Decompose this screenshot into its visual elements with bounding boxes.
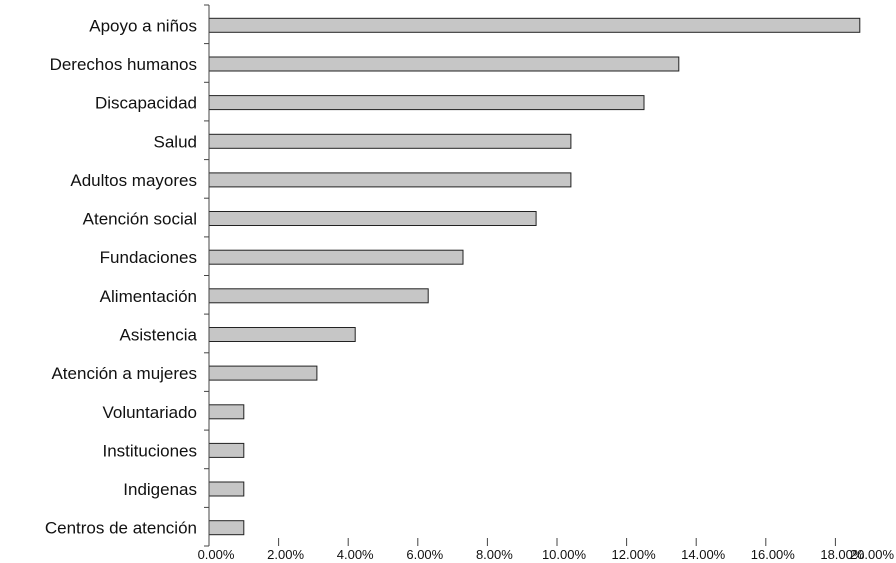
x-tick-label: 2.00% [267, 547, 304, 562]
x-tick-label: 18.00% [820, 547, 865, 562]
bar [208, 365, 318, 381]
category-label: Adultos mayores [70, 171, 197, 190]
category-label: Derechos humanos [50, 55, 197, 74]
category-labels: Apoyo a niños Derechos humanos Discapacida… [45, 16, 198, 537]
category-label: Alimentación [100, 287, 197, 306]
x-tick-label: 12.00% [612, 547, 657, 562]
category-label: Centros de atención [45, 519, 197, 538]
x-tick-label: 0.00% [198, 547, 235, 562]
x-tick-labels: 0.00% 2.00% 4.00% 6.00% 8.00% 10.00% 12.00% 14.… [198, 547, 895, 562]
category-label: Fundaciones [100, 248, 197, 267]
category-label: Atención a mujeres [51, 364, 197, 383]
axes [204, 4, 836, 547]
category-label: Asistencia [120, 326, 198, 345]
bar [208, 172, 572, 188]
category-label: Atención social [83, 210, 197, 229]
bar [208, 95, 645, 111]
bar [208, 442, 245, 458]
bar [208, 17, 861, 33]
bar [208, 288, 429, 304]
category-label: Voluntariado [102, 403, 197, 422]
x-tick-label: 6.00% [406, 547, 443, 562]
bar [208, 404, 245, 420]
bar [208, 327, 356, 342]
x-tick-label: 14.00% [681, 547, 726, 562]
x-tick-label: 16.00% [751, 547, 796, 562]
bar [208, 133, 572, 149]
bar [208, 211, 537, 226]
category-label: Apoyo a niños [89, 16, 197, 35]
x-tick-label: 8.00% [476, 547, 513, 562]
x-tick-label: 10.00% [542, 547, 587, 562]
category-label: Indigenas [123, 480, 197, 499]
bar [208, 56, 680, 72]
bar [208, 249, 464, 265]
bar [208, 481, 245, 497]
category-label: Discapacidad [95, 94, 197, 113]
category-label: Instituciones [103, 441, 198, 460]
x-tick-label: 20.00% [850, 547, 895, 562]
bars [208, 17, 861, 536]
category-label: Salud [154, 132, 197, 151]
bar [208, 520, 245, 536]
x-tick-label: 4.00% [337, 547, 374, 562]
